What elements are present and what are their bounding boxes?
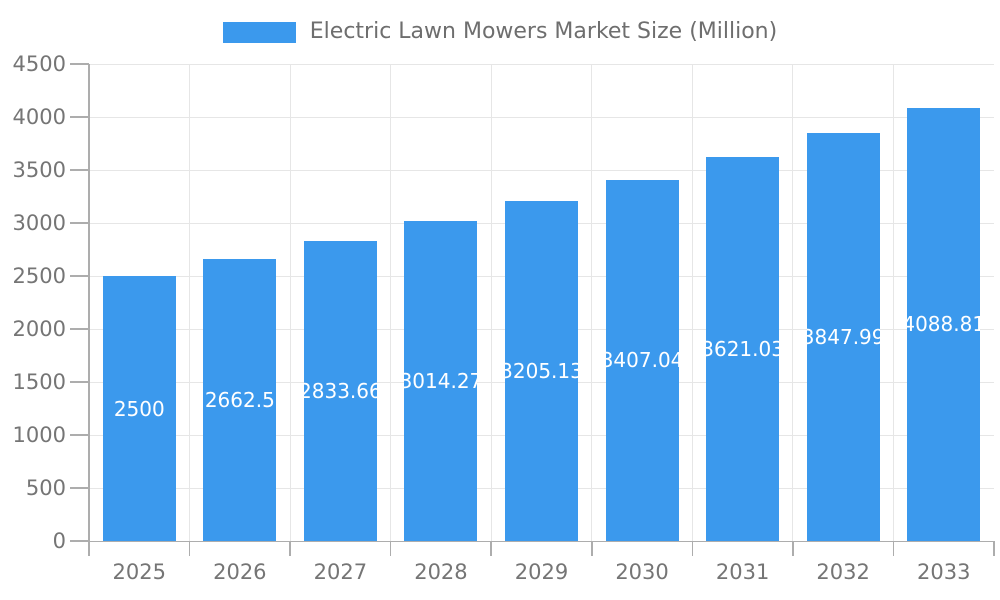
h-gridline	[89, 63, 994, 65]
y-tick	[70, 434, 89, 436]
h-gridline	[89, 169, 994, 171]
y-tick	[70, 381, 89, 383]
y-tick	[70, 116, 89, 118]
bar-value-label: 2662.5	[204, 387, 275, 412]
bar-value-label: 2833.66	[303, 378, 377, 403]
bar[interactable]: 2662.5	[203, 258, 277, 541]
y-tick-label: 4500	[12, 52, 66, 76]
x-tick	[792, 541, 794, 556]
x-tick-label: 2032	[816, 560, 870, 584]
bar-value-label: 3621.03	[706, 337, 780, 362]
x-tick	[691, 541, 694, 556]
bar[interactable]: 2500	[102, 276, 176, 541]
y-tick	[70, 328, 89, 330]
bar[interactable]: 4088.81	[907, 107, 981, 541]
x-tick	[892, 541, 895, 556]
x-tick	[591, 541, 593, 556]
y-axis-line	[88, 64, 90, 542]
v-gridline	[390, 64, 392, 541]
y-tick	[70, 540, 89, 542]
x-tick	[289, 541, 291, 556]
bar[interactable]: 2833.66	[303, 240, 377, 541]
y-tick-label: 3000	[12, 211, 66, 235]
x-tick	[88, 541, 90, 556]
v-gridline	[289, 64, 291, 541]
bar[interactable]: 3407.04	[605, 179, 679, 541]
y-tick-label: 2500	[12, 264, 66, 288]
y-tick-label: 1000	[12, 423, 66, 447]
v-gridline	[892, 64, 894, 541]
v-gridline	[691, 64, 693, 541]
x-tick-label: 2028	[414, 560, 468, 584]
bar-value-label: 3205.13	[505, 359, 578, 384]
v-gridline	[792, 64, 794, 541]
y-tick-label: 3500	[12, 158, 66, 182]
x-tick	[389, 541, 392, 556]
bar-value-label: 4088.81	[907, 312, 981, 337]
h-gridline	[89, 116, 994, 118]
x-axis-line	[84, 540, 994, 542]
v-gridline	[189, 64, 191, 541]
bar-value-label: 3014.27	[404, 369, 478, 394]
legend-label: Electric Lawn Mowers Market Size (Millio…	[309, 19, 778, 44]
x-tick-label: 2033	[916, 560, 971, 584]
bar[interactable]: 3014.27	[404, 221, 478, 541]
bar-value-label: 3847.99	[806, 325, 880, 350]
y-tick	[70, 487, 89, 489]
legend-swatch	[222, 21, 296, 43]
bar-value-label: 2500	[113, 396, 165, 421]
x-tick-label: 2031	[715, 560, 770, 584]
bar[interactable]: 3621.03	[706, 157, 780, 541]
bar[interactable]: 3205.13	[505, 201, 578, 541]
v-gridline	[591, 64, 593, 541]
x-tick	[993, 541, 995, 556]
y-tick	[70, 275, 89, 277]
y-tick	[70, 63, 89, 65]
x-tick-label: 2026	[213, 560, 267, 584]
x-tick-label: 2030	[615, 560, 669, 584]
x-tick-label: 2029	[514, 560, 569, 584]
legend[interactable]: Electric Lawn Mowers Market Size (Millio…	[0, 18, 1000, 46]
bar-value-label: 3407.04	[605, 348, 679, 373]
x-tick-label: 2025	[112, 560, 166, 584]
x-tick-label: 2027	[313, 560, 368, 584]
y-tick-label: 1500	[12, 370, 66, 394]
y-tick-label: 2000	[12, 317, 66, 341]
x-tick	[490, 541, 492, 556]
y-tick-label: 4000	[12, 105, 66, 129]
y-tick	[70, 169, 89, 171]
y-tick-label: 0	[52, 529, 66, 553]
bar[interactable]: 3847.99	[806, 133, 880, 541]
v-gridline	[490, 64, 492, 541]
y-tick-label: 500	[25, 476, 66, 500]
y-tick	[70, 222, 89, 224]
x-tick	[188, 541, 191, 556]
